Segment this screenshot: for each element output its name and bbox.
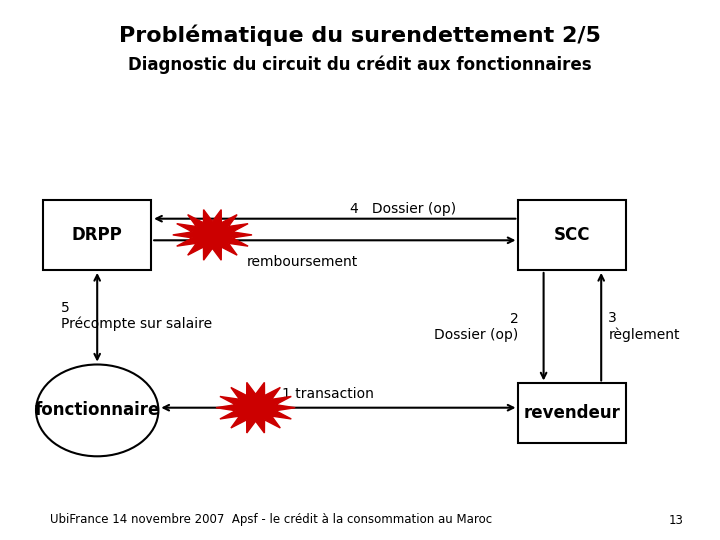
Circle shape — [36, 364, 158, 456]
Text: 6: 6 — [205, 225, 214, 239]
Text: remboursement: remboursement — [247, 255, 358, 269]
Text: 5
Précompte sur salaire: 5 Précompte sur salaire — [61, 300, 212, 332]
Text: 13: 13 — [669, 514, 684, 526]
Text: SCC: SCC — [554, 226, 590, 244]
Text: revendeur: revendeur — [524, 404, 621, 422]
Text: Problématique du surendettement 2/5: Problématique du surendettement 2/5 — [119, 24, 601, 46]
Text: fonctionnaire: fonctionnaire — [35, 401, 160, 420]
Text: DRPP: DRPP — [72, 226, 122, 244]
Text: UbiFrance 14 novembre 2007  Apsf - le crédit à la consommation au Maroc: UbiFrance 14 novembre 2007 Apsf - le cré… — [50, 514, 492, 526]
Text: Diagnostic du circuit du crédit aux fonctionnaires: Diagnostic du circuit du crédit aux fonc… — [128, 56, 592, 74]
FancyBboxPatch shape — [518, 200, 626, 270]
Text: 4   Dossier (op): 4 Dossier (op) — [350, 202, 456, 216]
FancyBboxPatch shape — [518, 383, 626, 443]
Text: 1 transaction: 1 transaction — [282, 387, 374, 401]
Text: 3
règlement: 3 règlement — [608, 311, 680, 342]
Polygon shape — [173, 210, 252, 260]
Polygon shape — [216, 382, 295, 433]
Text: 2
Dossier (op): 2 Dossier (op) — [434, 312, 518, 342]
FancyBboxPatch shape — [43, 200, 151, 270]
